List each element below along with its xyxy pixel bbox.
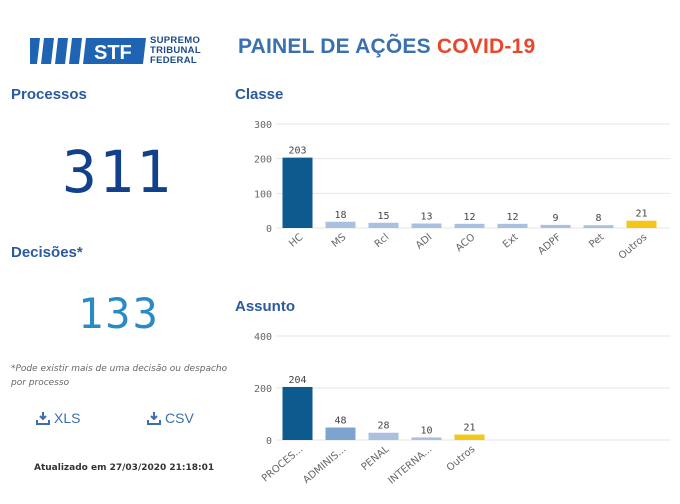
bar-hc[interactable] — [282, 157, 313, 228]
x-category-label: HC — [287, 232, 305, 250]
y-tick-label: 200 — [254, 155, 272, 166]
x-category-label: PROCES... — [260, 444, 305, 485]
bar-outros[interactable] — [626, 220, 657, 228]
bar-value-label: 204 — [288, 375, 306, 386]
classe-bar-chart: 0 100 200 300 203 HC 18 MS 15 Rcl 13 ADI 12 ACO 12 Ext 9… — [254, 120, 670, 262]
logo-line-2: TRIBUNAL — [150, 45, 201, 56]
classe-chart-title: Classe — [235, 86, 284, 103]
bar-ext[interactable] — [497, 223, 528, 228]
bar-value-label: 12 — [463, 212, 475, 223]
assunto-chart-title: Assunto — [235, 298, 295, 315]
y-tick-label: 100 — [254, 189, 272, 200]
bar-value-label: 21 — [635, 209, 647, 220]
bar-value-label: 10 — [420, 425, 432, 436]
x-category-label: INTERNA... — [386, 444, 434, 487]
decisoes-count: 133 — [78, 289, 160, 338]
x-category-label: ACO — [454, 232, 478, 254]
x-category-label: Outros — [445, 444, 478, 474]
x-category-label: Outros — [617, 232, 650, 262]
y-tick-label: 200 — [254, 384, 272, 395]
logo-line-3: FEDERAL — [150, 55, 197, 66]
x-category-label: MS — [330, 232, 349, 250]
download-xls-label: XLS — [54, 410, 81, 426]
bar-value-label: 28 — [377, 421, 389, 432]
y-tick-label: 300 — [254, 120, 272, 131]
assunto-bar-chart: 0 200 400 204 PROCES... 48 ADMINIS... 28 PENAL 10… — [254, 332, 670, 487]
stf-logo-bars-icon — [30, 38, 146, 64]
bar-value-label: 12 — [506, 212, 518, 223]
download-csv-button[interactable]: CSV — [147, 410, 194, 426]
bar-rcl[interactable] — [368, 222, 399, 228]
bar-value-label: 48 — [334, 416, 346, 427]
logo-wordmark: SUPREMO TRIBUNAL FEDERAL — [150, 36, 201, 66]
bar-proces[interactable] — [282, 386, 313, 440]
logo-abbr: STF — [94, 42, 132, 64]
logo-line-1: SUPREMO — [150, 35, 201, 46]
x-category-label: ADMINIS... — [301, 444, 348, 486]
download-xls-button[interactable]: XLS — [36, 410, 80, 426]
bar-pet[interactable] — [583, 225, 614, 228]
bar-value-label: 13 — [420, 211, 432, 222]
bar-outros[interactable] — [454, 434, 485, 440]
y-tick-label: 0 — [266, 436, 272, 447]
page-title: PAINEL DE AÇÕES COVID-19 — [238, 35, 535, 59]
download-icon — [147, 412, 161, 425]
page-title-main: PAINEL DE AÇÕES — [238, 35, 431, 58]
decisoes-heading: Decisões* — [11, 244, 83, 261]
y-tick-label: 400 — [254, 332, 272, 343]
page-title-accent: COVID-19 — [436, 35, 536, 58]
y-tick-label: 0 — [266, 224, 272, 235]
bar-value-label: 9 — [552, 213, 558, 224]
x-category-label: Ext — [501, 232, 521, 251]
bar-value-label: 21 — [463, 423, 475, 434]
bar-aco[interactable] — [454, 223, 485, 228]
bar-interna[interactable] — [411, 437, 442, 440]
processos-count: 311 — [62, 138, 173, 206]
x-category-label: Rcl — [373, 232, 392, 250]
x-category-label: Pet — [587, 232, 606, 251]
decisoes-footnote: *Pode existir mais de uma decisão ou des… — [11, 364, 228, 388]
processos-heading: Processos — [11, 86, 87, 103]
bar-value-label: 203 — [288, 146, 306, 157]
download-csv-label: CSV — [165, 410, 194, 426]
x-category-label: ADPF — [536, 232, 563, 258]
bar-ms[interactable] — [325, 221, 356, 228]
bar-value-label: 15 — [377, 211, 389, 222]
x-category-label: ADI — [414, 232, 434, 252]
stf-logo: STF — [30, 38, 146, 64]
bar-value-label: 8 — [595, 213, 601, 224]
bar-adpf[interactable] — [540, 224, 571, 228]
bar-adminis[interactable] — [325, 427, 356, 440]
download-icon — [36, 412, 50, 425]
bar-adi[interactable] — [411, 223, 442, 228]
x-category-label: PENAL — [360, 444, 392, 473]
bar-value-label: 18 — [334, 210, 346, 221]
bar-penal[interactable] — [368, 432, 399, 440]
last-updated-timestamp: Atualizado em 27/03/2020 21:18:01 — [34, 463, 215, 473]
